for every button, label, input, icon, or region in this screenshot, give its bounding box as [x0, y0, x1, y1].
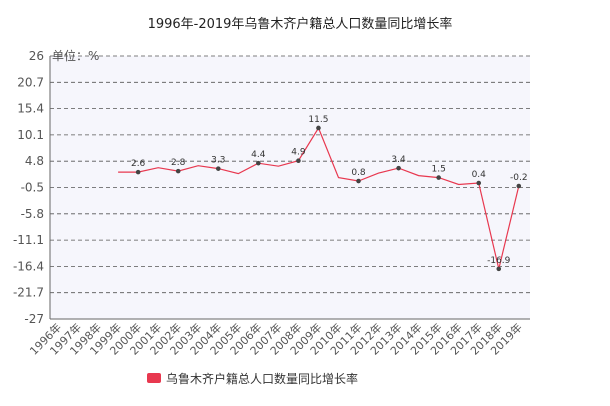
- data-point[interactable]: [175, 168, 181, 174]
- data-label: 2.8: [171, 158, 186, 168]
- y-tick-label: -0.5: [21, 181, 44, 195]
- data-point[interactable]: [296, 158, 301, 164]
- chart-title: 1996年-2019年乌鲁木齐户籍总人口数量同比增长率: [148, 16, 453, 32]
- y-tick-label: -21.7: [13, 286, 44, 300]
- y-tick-label: 10.1: [17, 128, 44, 142]
- data-label: 4.9: [291, 148, 306, 158]
- y-tick-label: -5.8: [21, 207, 44, 221]
- data-point[interactable]: [436, 175, 441, 180]
- series-group: 2.6 2.8 3.3 4.4 4.9 11.5 0.8 3.4 1.5 0.4 -16.9 -0.2: [118, 115, 528, 272]
- data-point[interactable]: [135, 169, 141, 175]
- y-tick-label: 26: [29, 49, 44, 63]
- y-axis: 20.7 15.4 10.1 4.8 -0.5 -5.8 -11.1 -16.4 -21.7 -2…: [13, 49, 51, 326]
- y-tick-label: -27: [24, 312, 44, 326]
- data-label: 3.3: [211, 156, 225, 166]
- data-label: 2.6: [131, 159, 146, 169]
- data-point[interactable]: [516, 183, 522, 189]
- legend-label: 乌鲁木齐户籍总人口数量同比增长率: [166, 371, 358, 386]
- data-point[interactable]: [316, 125, 321, 131]
- data-label: 11.5: [308, 115, 328, 125]
- legend[interactable]: 乌鲁木齐户籍总人口数量同比增长率: [147, 371, 358, 386]
- x-axis: 1996年1997年1998年1999年2000年2001年2002年2003年…: [27, 318, 530, 358]
- data-label: 0.4: [472, 170, 487, 180]
- data-point[interactable]: [256, 160, 261, 166]
- data-point[interactable]: [215, 166, 221, 171]
- data-label: -16.9: [487, 256, 511, 266]
- data-point[interactable]: [496, 266, 502, 272]
- data-point[interactable]: [476, 180, 482, 186]
- data-label: 4.4: [251, 150, 266, 160]
- data-point[interactable]: [396, 165, 401, 171]
- y-tick-label: -11.1: [13, 233, 44, 247]
- unit-label: 单位：%: [52, 48, 99, 63]
- legend-swatch: [147, 373, 161, 383]
- data-label: -0.2: [510, 173, 528, 183]
- y-tick-label: -16.4: [13, 259, 44, 273]
- data-label: 3.4: [391, 155, 406, 165]
- y-tick-label: 20.7: [17, 75, 44, 89]
- data-point[interactable]: [356, 178, 361, 184]
- y-tick-label: 15.4: [17, 102, 44, 116]
- data-label: 1.5: [431, 165, 445, 175]
- data-label: 0.8: [351, 168, 366, 178]
- y-tick-label: 4.8: [25, 154, 44, 168]
